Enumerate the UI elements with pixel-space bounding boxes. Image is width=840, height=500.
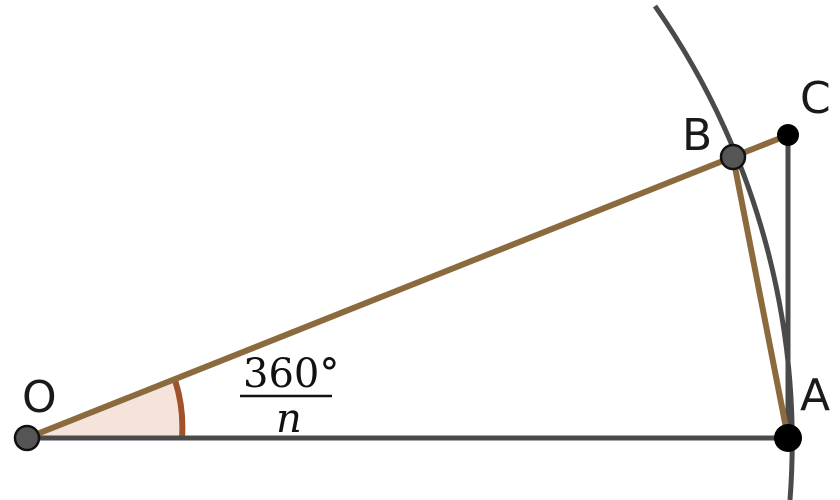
angle-label-numerator: 360° xyxy=(243,351,339,397)
point-O xyxy=(13,424,41,452)
point-C xyxy=(777,124,799,146)
label-A: A xyxy=(800,370,830,421)
label-B: B xyxy=(682,110,712,161)
segment-AB xyxy=(730,156,791,439)
point-A xyxy=(774,424,802,452)
label-O: O xyxy=(22,372,57,423)
segment-OC xyxy=(25,132,790,441)
circle-arc xyxy=(652,4,795,500)
angle-arc xyxy=(172,379,186,439)
label-C: C xyxy=(800,73,831,124)
angle-label-denominator: n xyxy=(276,396,302,442)
point-B xyxy=(719,143,747,171)
